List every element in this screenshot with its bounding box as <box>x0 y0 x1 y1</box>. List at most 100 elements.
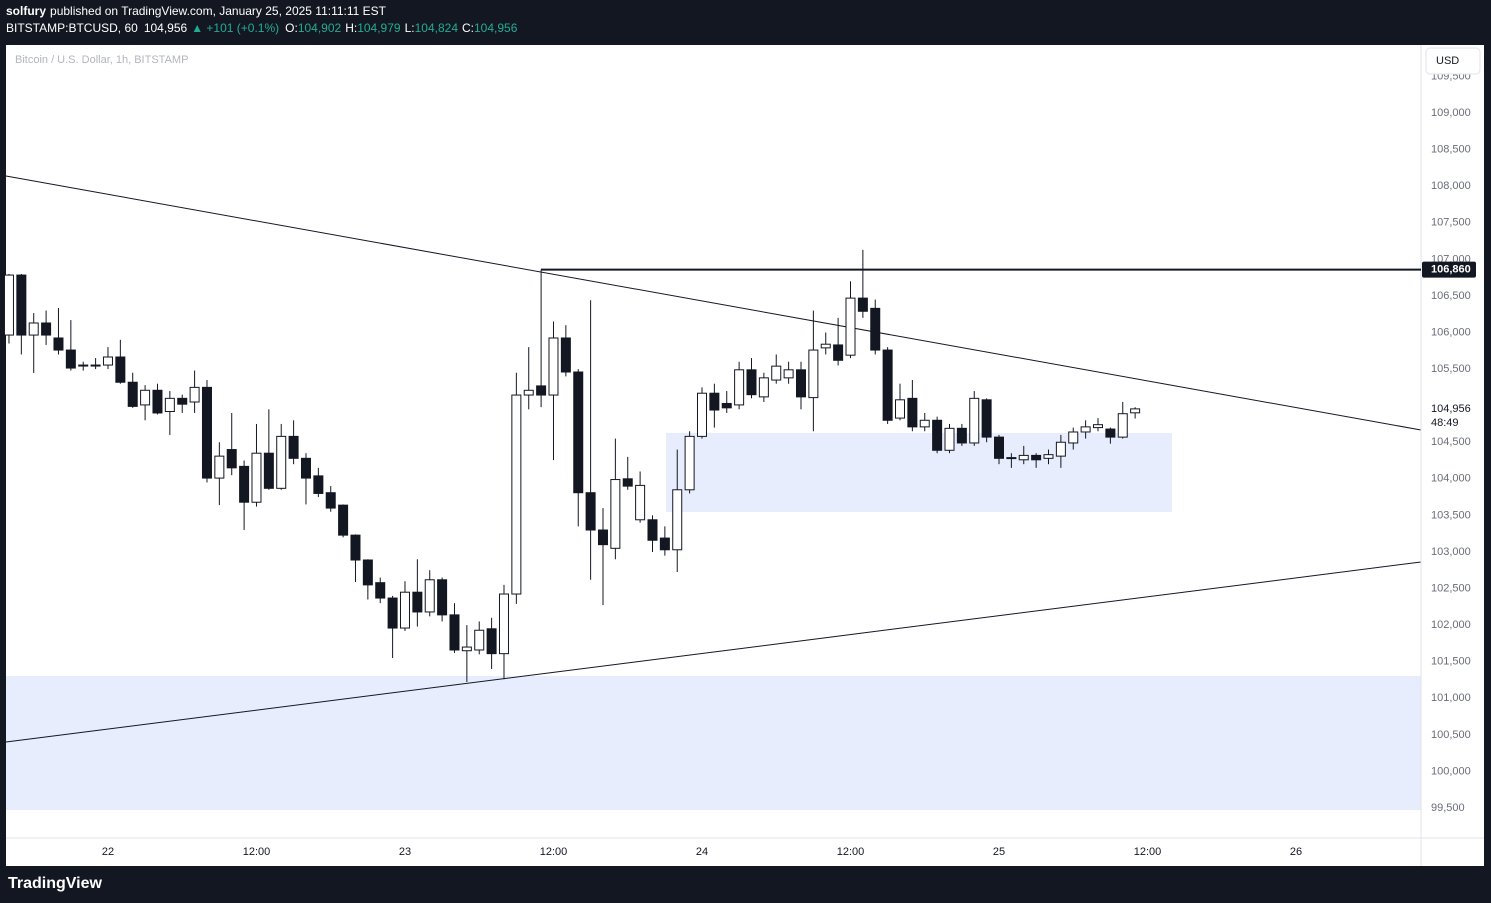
candle-body <box>932 419 943 451</box>
candle-body <box>115 356 126 383</box>
candle-body <box>338 504 349 536</box>
candle-body <box>857 297 868 312</box>
y-tick-label: 102,500 <box>1431 582 1471 594</box>
candle-body <box>523 389 534 396</box>
candle-body <box>969 397 980 444</box>
candle-body <box>214 455 225 479</box>
y-tick-label: 99,500 <box>1431 802 1465 814</box>
price-label-bg <box>1422 261 1476 278</box>
y-tick-label: 107,500 <box>1431 217 1471 229</box>
candle-body <box>956 427 967 444</box>
candle-body <box>1080 426 1091 433</box>
currency: USD <box>1436 55 1459 67</box>
chart-title: Bitcoin / U.S. Dollar, 1h, BITSTAMP <box>15 54 188 66</box>
candle-body <box>127 381 138 407</box>
candle-body <box>721 402 732 409</box>
candle-body <box>201 386 212 479</box>
candle-body <box>449 614 460 651</box>
candle-body <box>659 537 670 551</box>
x-tick-label: 12:00 <box>243 846 271 858</box>
candle-body <box>189 386 200 403</box>
zone <box>6 676 1421 810</box>
candle-body <box>437 579 448 616</box>
x-tick-label: 12:00 <box>540 846 568 858</box>
zone <box>666 433 1172 512</box>
published: published on TradingView.com, January 25… <box>50 4 387 18</box>
candle-body <box>177 397 188 405</box>
candle-body <box>684 435 695 491</box>
candle-body <box>907 397 918 428</box>
candle-body <box>78 364 89 367</box>
candle-body <box>102 356 113 366</box>
candle-body <box>1093 424 1104 429</box>
candle-body <box>140 389 151 406</box>
candle-body <box>350 534 361 561</box>
y-tick-label: 102,000 <box>1431 619 1471 631</box>
candle-body <box>894 399 905 419</box>
candle-body <box>288 435 299 459</box>
candle-body <box>783 369 794 379</box>
candle-body <box>511 394 522 595</box>
candle-body <box>882 349 893 421</box>
candle-body <box>993 436 1004 459</box>
candle-body <box>833 344 844 361</box>
candle-body <box>1031 454 1042 461</box>
ohlc-value: 104,979 <box>357 21 401 35</box>
candle-body <box>399 591 410 629</box>
y-tick-label: 105,500 <box>1431 363 1471 375</box>
y-tick-label: 108,000 <box>1431 180 1471 192</box>
candle-body <box>845 297 856 356</box>
ohlc-key: O: <box>285 21 298 35</box>
currency-button[interactable] <box>1425 47 1481 75</box>
x-tick-label: 25 <box>993 846 1005 858</box>
candle-body <box>1006 457 1017 460</box>
y-tick-label: 106,000 <box>1431 326 1471 338</box>
candle-body <box>820 343 831 349</box>
candle-body <box>597 529 608 546</box>
candle-body <box>498 593 509 655</box>
y-tick-label: 104,500 <box>1431 436 1471 448</box>
candle-body <box>412 591 423 613</box>
y-tick-label: 101,000 <box>1431 692 1471 704</box>
candle-body <box>1130 408 1141 414</box>
countdown: 48:49 <box>1431 417 1459 429</box>
candle-body <box>709 392 720 411</box>
candle-body <box>1117 413 1128 438</box>
candle-body <box>152 389 163 414</box>
ohlc-value: 104,956 <box>474 21 518 35</box>
trend-line <box>5 175 1422 431</box>
candle-body <box>758 377 769 398</box>
candle-body <box>461 646 472 652</box>
change: ▲ +101 (+0.1%) <box>191 21 279 35</box>
candle-body <box>622 478 633 487</box>
candle-body <box>251 452 262 503</box>
y-tick-label: 100,500 <box>1431 729 1471 741</box>
y-tick-label: 108,500 <box>1431 144 1471 156</box>
candle-body <box>919 419 930 428</box>
candle-body <box>696 392 707 437</box>
candle-body <box>90 364 101 367</box>
candle-body <box>362 559 373 586</box>
ohlc-key: H: <box>345 21 357 35</box>
x-tick-label: 26 <box>1290 846 1302 858</box>
y-tick-label: 101,500 <box>1431 656 1471 668</box>
last: 104,956 <box>144 21 188 35</box>
candle-body <box>325 492 336 509</box>
candle-body <box>1068 431 1079 444</box>
candle-body <box>300 457 311 479</box>
candle-body <box>164 397 175 413</box>
x-tick-label: 23 <box>399 846 411 858</box>
candle-body <box>672 489 683 551</box>
candle-body <box>65 349 76 369</box>
trend-line <box>5 561 1422 743</box>
candle-body <box>944 427 955 451</box>
x-tick-label: 12:00 <box>1134 846 1162 858</box>
candle-body <box>635 484 646 521</box>
header-line: solfury published on TradingView.com, Jan… <box>6 4 387 18</box>
candle-body <box>1018 454 1029 461</box>
price-label: 106,860 <box>1431 263 1471 275</box>
candle-body <box>387 597 398 629</box>
ohlc-key: C: <box>462 21 474 35</box>
candle-body <box>746 369 757 396</box>
